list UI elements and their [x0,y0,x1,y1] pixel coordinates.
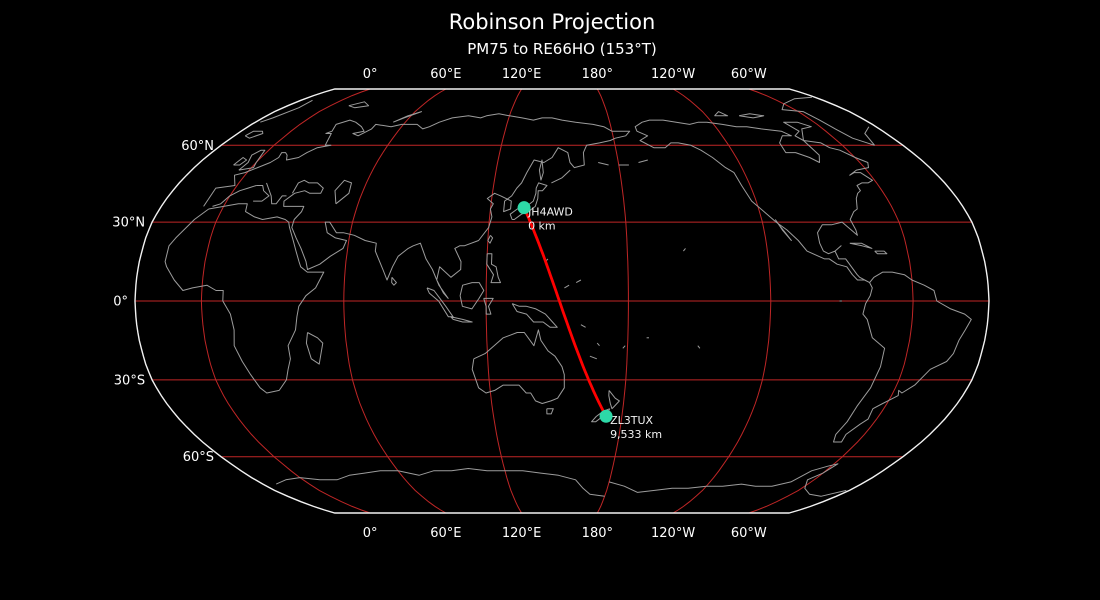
coastline [551,169,571,184]
coastline [783,121,812,141]
top-axis-tick-label: 60°E [430,67,461,82]
station-start-marker [517,201,531,215]
left-axis-tick-label: 60°N [181,139,214,154]
coastline [608,463,847,497]
coastline [683,248,686,252]
coastline [392,111,422,123]
left-axis-tick-label: 30°S [114,373,145,388]
coastline [334,179,352,205]
coastline [833,271,972,443]
bottom-axis-tick-label: 0° [363,526,378,541]
map-outline [134,88,990,514]
station-end-callsign-label: ZL3TUX [610,414,653,427]
coastline [638,159,648,163]
coastline [575,279,582,284]
figure-subtitle: PM75 to RE66HO (153°T) [467,40,657,58]
station-end-marker [599,409,613,423]
coastline [348,101,370,109]
coastline [459,282,485,310]
coastline [471,329,565,404]
meridian-line [748,88,914,514]
coastline [305,332,324,365]
top-axis-tick-label: 120°E [502,67,542,82]
coastline [266,182,287,205]
coastline [483,297,494,315]
top-axis-tick-label: 0° [363,67,378,82]
coastline [260,99,313,123]
great-circle-path [522,206,608,418]
coastline [546,408,554,415]
coastline [487,234,494,244]
coastline [596,342,600,347]
coastline [622,345,626,349]
coastline [774,219,792,241]
coastline [450,316,473,323]
bottom-axis-tick-label: 120°W [651,526,695,541]
projection-outline [134,88,990,514]
station-start-callsign-label: JH4AWD [527,206,573,219]
coastline [244,130,264,139]
coastline [864,126,875,146]
meridian-line [672,88,772,514]
station-start-distance-label: 0 km [528,220,556,233]
coastline [781,96,875,146]
meridian-line [596,88,629,514]
coastline [538,159,544,181]
top-axis-tick-label: 180° [582,67,613,82]
top-axis-tick-label: 120°W [651,67,695,82]
coastline [486,253,501,284]
station-end-distance-label: 9,533 km [610,428,662,441]
figure-title: Robinson Projection [449,10,656,34]
coastline [634,119,873,284]
coastline [739,113,765,119]
coastline [849,242,873,249]
meridian-line [485,88,523,514]
coastline [564,284,570,289]
great-circle-route-layer [522,206,608,418]
coastline [580,324,586,328]
coastline [164,203,325,394]
coastline [275,468,605,497]
coastline [598,162,609,166]
bottom-axis-tick-label: 60°E [430,526,461,541]
coastline [203,113,631,299]
meridian-line [343,88,447,514]
meridian-line [200,88,371,514]
top-axis-tick-label: 60°W [731,67,767,82]
coastline [697,345,701,349]
coastline [212,185,257,207]
bottom-axis-tick-label: 60°W [731,526,767,541]
coastline [608,390,620,410]
coastline [233,157,248,166]
coastline [253,185,270,202]
coastline [874,250,888,255]
bottom-axis-tick-label: 180° [582,526,613,541]
left-axis-tick-label: 60°S [183,450,214,465]
coastline [391,276,397,286]
coastline [589,355,597,360]
left-axis-tick-label: 0° [113,295,128,310]
left-axis-tick-label: 30°N [112,216,145,231]
bottom-axis-tick-label: 120°E [502,526,542,541]
coastline [511,303,558,328]
coastline [714,111,729,117]
axis-tick-labels: 0° 60°E 120°E 180° 120°W 60°W 0° 60°E 120°E 180° 1… [112,67,767,541]
coastline [238,149,266,171]
